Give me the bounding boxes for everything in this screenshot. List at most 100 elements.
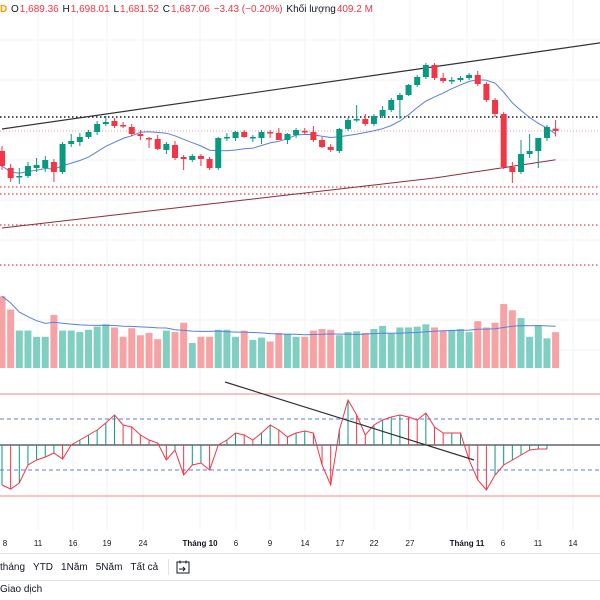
volume-bar	[318, 329, 326, 368]
candle-body	[50, 162, 57, 172]
volume-bar	[465, 332, 473, 368]
time-axis-label: 6	[500, 539, 506, 548]
price-chart[interactable]	[0, 0, 600, 536]
open-label: O	[11, 4, 19, 15]
interval-marker: D	[0, 4, 8, 15]
candle-body	[232, 132, 239, 138]
candle-body	[414, 77, 421, 85]
volume-bar	[448, 329, 456, 368]
candle-body	[33, 165, 40, 168]
candle-body	[102, 122, 109, 124]
candle-body	[552, 128, 559, 131]
candle-body	[223, 137, 230, 139]
volume-bar	[361, 332, 369, 368]
volume-bar	[102, 324, 110, 368]
range-button-all[interactable]: Tất cả	[130, 561, 159, 573]
time-axis[interactable]: 8 11 16 19 24 Tháng 10 6 9 14 17 22 27 Tháng 11 6 11 14	[0, 537, 600, 553]
time-axis-label: 14	[568, 539, 578, 548]
candle-body	[466, 75, 473, 78]
volume-bar	[50, 314, 58, 368]
range-button-1y[interactable]: 1Năm	[61, 561, 88, 573]
volume-bar	[128, 328, 136, 368]
candle-body	[163, 144, 170, 150]
time-axis-label: 19	[102, 539, 112, 548]
volume-bar	[327, 329, 335, 368]
time-axis-label: 14	[300, 539, 310, 548]
calendar-goto-icon[interactable]	[175, 560, 191, 574]
candle-body	[275, 133, 282, 140]
candle-body	[301, 131, 308, 133]
range-button-month[interactable]: tháng	[0, 561, 26, 573]
candle-body	[154, 139, 161, 149]
candle-body	[241, 132, 248, 137]
candle-body	[388, 100, 395, 110]
candle-body	[345, 120, 351, 129]
ma-slow-line	[1, 159, 556, 229]
candle-body	[535, 138, 542, 151]
volume-bar	[543, 338, 551, 368]
volume-bar	[24, 330, 32, 368]
close-label: C	[162, 4, 170, 15]
candle-body	[448, 80, 455, 82]
candle-body	[189, 156, 196, 160]
close-value: 1,687.06	[170, 4, 210, 15]
volume-bar	[482, 327, 490, 368]
volume-bar	[439, 330, 447, 368]
volume-bar	[145, 332, 153, 368]
volume-bar	[240, 330, 248, 368]
volume-bar	[353, 331, 361, 368]
volume-bar	[456, 329, 464, 368]
candle-body	[68, 141, 75, 144]
candle-body	[483, 84, 490, 100]
volume-bar	[171, 332, 179, 368]
candle-body	[396, 95, 403, 100]
volume-bar	[500, 304, 508, 368]
volume-bar	[206, 336, 214, 368]
candle-body	[94, 124, 101, 132]
time-axis-label: 6	[233, 539, 239, 548]
time-axis-label: 8	[2, 539, 8, 548]
candle-body	[310, 132, 317, 140]
volume-bar	[258, 337, 265, 368]
candle-body	[405, 85, 412, 95]
volume-bar	[85, 329, 92, 368]
candle-body	[206, 159, 213, 168]
candle-body	[85, 132, 92, 137]
volume-bars	[0, 295, 560, 368]
volume-bar	[232, 336, 240, 368]
time-axis-label: 11	[33, 539, 43, 548]
candles	[0, 63, 559, 184]
volume-bar	[110, 327, 118, 368]
volume-bar	[309, 330, 317, 368]
time-axis-label: 17	[335, 539, 345, 548]
volume-bar	[119, 336, 127, 368]
oscillator-panel	[0, 381, 600, 497]
volume-bar	[370, 329, 378, 368]
time-axis-label: 24	[138, 539, 148, 548]
volume-bar	[266, 341, 274, 368]
volume-bar	[431, 327, 438, 368]
volume-bar	[491, 322, 499, 368]
volume-bar	[249, 339, 257, 368]
candle-body	[0, 151, 5, 166]
volume-label: Khối lượng	[286, 4, 336, 15]
volume-bar	[413, 326, 421, 368]
volume-bar	[283, 333, 291, 368]
candle-body	[543, 127, 550, 138]
volume-bar	[136, 335, 144, 368]
volume-bar	[387, 333, 395, 368]
range-toolbar: tháng YTD 1Năm 5Năm Tất cả	[0, 553, 600, 581]
candle-body	[422, 65, 429, 77]
candle-body	[379, 110, 386, 116]
volume-bar	[526, 336, 534, 368]
volume-bar	[67, 330, 75, 368]
volume-bar	[275, 332, 283, 368]
volume-bar	[301, 336, 309, 368]
high-value: 1,698.01	[70, 4, 110, 15]
candle-body	[319, 140, 326, 147]
range-button-ytd[interactable]: YTD	[33, 561, 54, 573]
volume-bar	[552, 332, 560, 368]
volume-bar	[534, 325, 542, 368]
candle-body	[327, 147, 334, 150]
range-button-5y[interactable]: 5Năm	[95, 561, 123, 573]
